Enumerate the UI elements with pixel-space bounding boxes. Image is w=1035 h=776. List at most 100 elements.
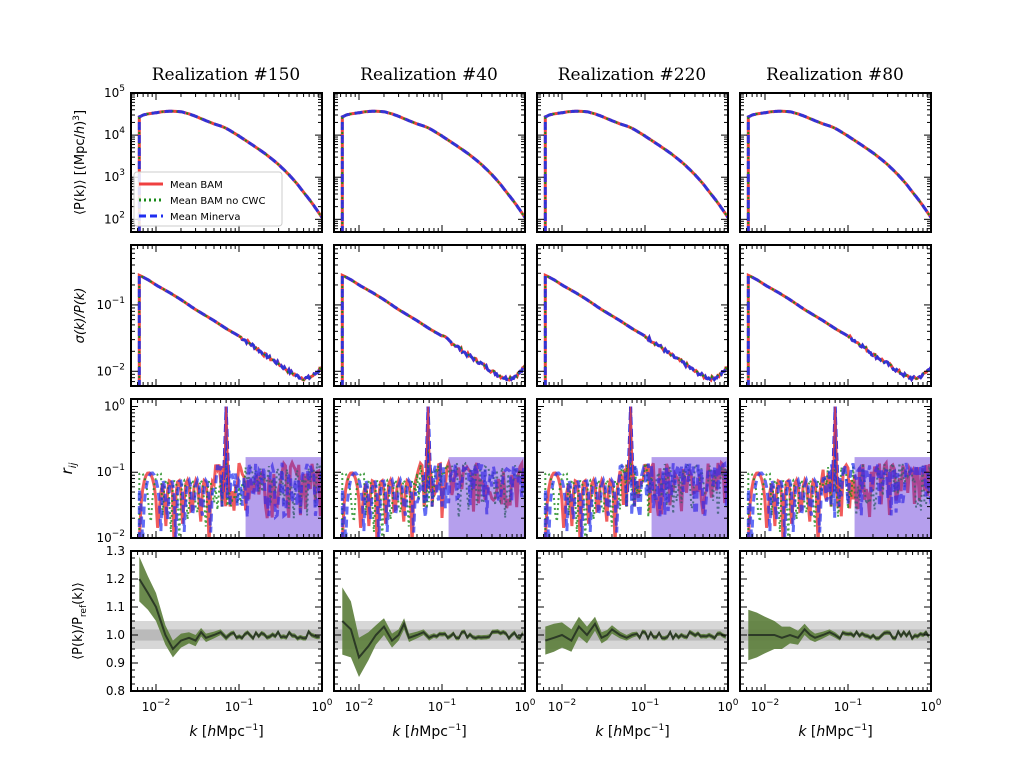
correlation-peak-bam — [831, 406, 839, 493]
y-tick-label-6: 1.3 — [106, 544, 125, 558]
ratio-error-band — [139, 556, 320, 658]
y-tick-label-4: 1.1 — [106, 600, 125, 614]
series-line-mean-minerva — [340, 273, 525, 386]
ratio-mean-line — [544, 621, 727, 642]
panel-r3-c4 — [739, 398, 932, 539]
y-axis-label-row-2: σ(k)/P(k) — [73, 288, 88, 344]
panel-frame — [333, 92, 526, 233]
panel-r2-c1: 10−2 10−1 σ(k)/P(k) — [73, 244, 323, 387]
plot-area — [543, 273, 728, 386]
legend-box — [133, 171, 283, 227]
panel-titles: Realization #150 Realization #40 Realiza… — [152, 65, 904, 85]
x-tick-label-2: 10−1 — [225, 698, 254, 714]
y-tick-label-5: 1.2 — [106, 572, 125, 586]
x-tick-label-1: 10−2 — [751, 698, 780, 714]
panel-title-2: Realization #40 — [360, 65, 498, 85]
panel-r1-c2 — [333, 92, 526, 233]
series-line-mean-minerva — [137, 406, 322, 538]
panel-r3-c2 — [333, 398, 526, 539]
x-tick-label-1: 10−2 — [548, 698, 577, 714]
plot-area — [137, 273, 322, 386]
plot-area — [340, 406, 525, 538]
plot-area — [740, 609, 931, 661]
x-tick-label-2: 10−1 — [631, 698, 660, 714]
x-tick-label-1: 10−2 — [345, 698, 374, 714]
x-tick-label-2: 10−1 — [834, 698, 863, 714]
series-line-mean-minerva — [746, 406, 931, 538]
plot-area — [340, 109, 525, 232]
dense-correlation-region — [651, 457, 728, 538]
correlation-peak-bam — [222, 406, 230, 493]
dense-correlation-region — [245, 457, 322, 538]
plot-area — [543, 109, 728, 232]
x-tick-label-3: 100 — [311, 698, 332, 714]
y-tick-label-3: 104 — [104, 126, 125, 142]
panel-title-3: Realization #220 — [558, 65, 707, 85]
plot-area — [334, 587, 525, 677]
series-line-mean-minerva — [137, 273, 322, 386]
x-axis-label-2: k [hMpc−1] — [392, 723, 466, 740]
ratio-mean-line — [748, 627, 930, 641]
legend: Mean BAM Mean BAM no CWC Mean Minerva — [133, 171, 283, 227]
ratio-mean-line — [341, 620, 524, 660]
y-tick-label-3: 100 — [104, 397, 125, 413]
dense-correlation-region — [854, 457, 931, 538]
plot-area — [340, 273, 525, 386]
y-axis-label-row-4: ⟨P(k)/Pref(k)⟩ — [71, 582, 89, 660]
series-line-mean-minerva — [543, 273, 728, 386]
panel-r4-c1: 10−2 10−1 100 0.8 0.9 1.0 1.1 1.2 1.3 ⟨P(k)/Pref(… — [71, 544, 333, 740]
series-line-mean-minerva — [746, 109, 931, 232]
y-tick-label-2: 10−1 — [96, 463, 125, 479]
x-tick-label-3: 100 — [514, 698, 535, 714]
panel-r4-c3: 10−2 10−1 100 k [hMpc−1] — [536, 550, 739, 740]
plot-area — [131, 556, 322, 658]
series-line-mean-minerva — [746, 273, 931, 386]
panel-title-1: Realization #150 — [152, 65, 301, 85]
y-tick-label-1: 102 — [104, 210, 125, 226]
ratio-error-band — [748, 609, 929, 661]
x-tick-label-1: 10−2 — [142, 698, 171, 714]
dense-correlation-region — [448, 457, 525, 538]
series-line-mean-minerva — [137, 109, 322, 232]
x-tick-label-2: 10−1 — [428, 698, 457, 714]
panel-r2-c3 — [536, 244, 729, 387]
plot-area — [537, 616, 728, 655]
panel-title-4: Realization #80 — [766, 65, 904, 85]
plot-area — [137, 109, 322, 232]
panel-frame — [333, 244, 526, 387]
panel-r1-c3 — [536, 92, 729, 233]
plot-area — [746, 406, 931, 538]
ratio-error-band — [545, 616, 726, 655]
y-tick-label-1: 10−2 — [96, 529, 125, 545]
y-axis-label-row-1: ⟨P(k)⟩ [(Mpc/h)3] — [72, 110, 88, 215]
plot-area — [543, 406, 728, 538]
correlation-peak-bam — [424, 406, 432, 493]
y-axis-label-row-3: rij — [58, 462, 79, 474]
panel-r4-c4: 10−2 10−1 100 k [hMpc−1] — [739, 550, 942, 740]
ratio-mean-line — [138, 578, 320, 651]
panel-r3-c1: 10−2 10−1 100 rij — [58, 397, 323, 545]
panel-frame — [739, 244, 932, 387]
panel-r4-c2: 10−2 10−1 100 k [hMpc−1] — [333, 550, 536, 740]
y-tick-label-3: 1.0 — [106, 628, 125, 642]
y-tick-label-2: 0.9 — [106, 656, 125, 670]
x-tick-label-3: 100 — [717, 698, 738, 714]
x-axis-label-1: k [hMpc−1] — [189, 723, 263, 740]
panel-frame — [130, 244, 323, 387]
legend-mean-minerva-label: Mean Minerva — [170, 212, 240, 223]
panel-r1-c4 — [739, 92, 932, 233]
panel-r3-c3 — [536, 398, 729, 539]
series-line-mean-minerva — [543, 406, 728, 538]
y-tick-label-2: 10−1 — [96, 296, 125, 312]
panel-r2-c2 — [333, 244, 526, 387]
plot-area — [746, 109, 931, 232]
x-tick-label-3: 100 — [920, 698, 941, 714]
panel-r2-c4 — [739, 244, 932, 387]
legend-mean-bam-no-cwc-label: Mean BAM no CWC — [170, 196, 265, 207]
series-line-mean-minerva — [340, 109, 525, 232]
x-axis-label-3: k [hMpc−1] — [595, 723, 669, 740]
panel-frame — [536, 244, 729, 387]
correlation-peak-bam — [626, 406, 635, 493]
